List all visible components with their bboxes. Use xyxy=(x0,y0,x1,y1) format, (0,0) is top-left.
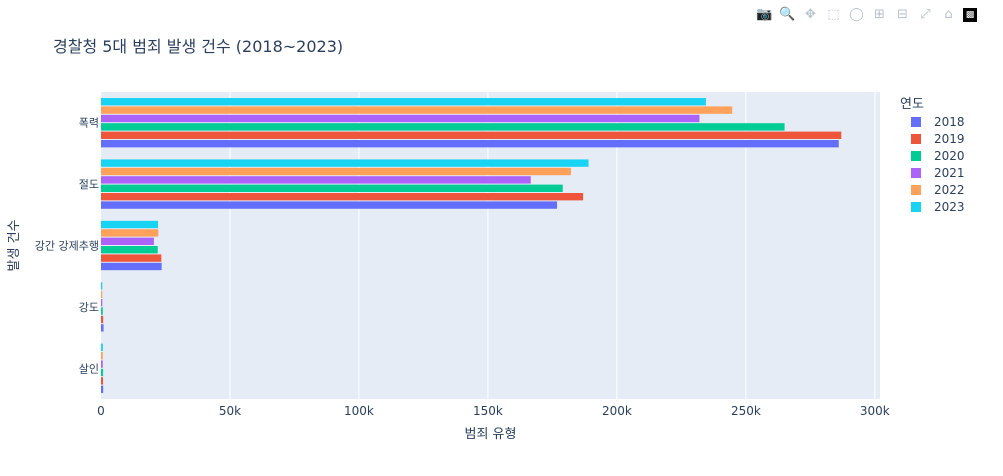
bar-2019[interactable] xyxy=(101,192,584,201)
y-tick-label: 강도 xyxy=(79,301,99,314)
x-tick-label: 50k xyxy=(219,404,241,418)
legend-swatch xyxy=(911,151,921,161)
y-tick-label: 절도 xyxy=(79,178,99,191)
legend-item-2020[interactable]: 2020 xyxy=(911,149,965,163)
legend-item-2022[interactable]: 2022 xyxy=(911,183,965,197)
bar-2021[interactable] xyxy=(101,114,700,123)
y-tick-label: 폭력 xyxy=(79,117,99,130)
y-axis-label: 발생 건수 xyxy=(7,219,22,271)
legend-title: 연도 xyxy=(900,97,924,112)
legend-label: 2019 xyxy=(934,132,965,146)
lasso-icon[interactable]: ◯ xyxy=(849,7,864,22)
legend-item-2019[interactable]: 2019 xyxy=(911,132,965,146)
bar-2020[interactable] xyxy=(101,123,785,131)
x-tick-label: 100k xyxy=(344,404,374,418)
bar-2018[interactable] xyxy=(101,262,162,271)
bar-2020[interactable] xyxy=(101,307,103,315)
legend-swatch xyxy=(911,185,921,195)
legend-item-2021[interactable]: 2021 xyxy=(911,166,965,180)
bar-2022[interactable] xyxy=(101,290,103,299)
bar-2023[interactable] xyxy=(101,343,103,352)
legend: 연도 2018 2019 2020 2021 2022 2023 xyxy=(900,97,965,214)
legend-label: 2023 xyxy=(934,200,965,214)
bar-2022[interactable] xyxy=(101,106,733,114)
y-tick-labels: 살인 강도 강간 강제추행 절도 폭력 xyxy=(35,117,99,376)
x-axis-label: 범죄 유형 xyxy=(465,427,517,442)
legend-item-2018[interactable]: 2018 xyxy=(911,115,965,129)
x-tick-label: 300k xyxy=(860,404,890,418)
legend-item-2023[interactable]: 2023 xyxy=(911,200,965,214)
legend-label: 2022 xyxy=(934,183,965,197)
legend-swatch xyxy=(911,134,921,144)
reset-axes-icon[interactable]: ⌂ xyxy=(944,7,953,22)
pan-icon[interactable]: ✥ xyxy=(805,7,816,22)
zoom-icon[interactable]: 🔍 xyxy=(779,7,796,22)
x-tick-labels: 0 50k 100k 150k 200k 250k 300k xyxy=(97,404,890,418)
bar-2021[interactable] xyxy=(101,299,103,307)
bar-2023[interactable] xyxy=(101,220,159,229)
bar-2023[interactable] xyxy=(101,282,103,290)
x-tick-label: 0 xyxy=(97,404,105,418)
bar-2022[interactable] xyxy=(101,229,159,237)
bar-2020[interactable] xyxy=(101,184,563,192)
y-tick-label: 살인 xyxy=(79,362,99,375)
legend-label: 2020 xyxy=(934,149,965,163)
box-select-icon[interactable]: ⬚ xyxy=(827,7,840,22)
bar-2019[interactable] xyxy=(101,377,104,385)
bar-2018[interactable] xyxy=(101,385,104,393)
chart-title: 경찰청 5대 범죄 발생 건수 (2018~2023) xyxy=(53,37,344,56)
bar-2022[interactable] xyxy=(101,167,571,176)
zoom-in-icon[interactable]: ⊞ xyxy=(874,7,885,22)
bars xyxy=(101,98,842,393)
bar-2021[interactable] xyxy=(101,237,154,245)
bar-2023[interactable] xyxy=(101,98,706,106)
bar-2018[interactable] xyxy=(101,201,558,209)
camera-icon[interactable]: 📷 xyxy=(756,7,773,22)
bar-2020[interactable] xyxy=(101,368,104,377)
legend-label: 2018 xyxy=(934,115,965,129)
bar-2019[interactable] xyxy=(101,315,104,324)
legend-swatch xyxy=(911,168,921,178)
x-tick-label: 200k xyxy=(602,404,632,418)
bar-2021[interactable] xyxy=(101,360,103,368)
x-tick-label: 250k xyxy=(731,404,761,418)
bar-2020[interactable] xyxy=(101,246,158,254)
y-tick-label: 강간 강제추행 xyxy=(35,240,99,253)
legend-swatch xyxy=(911,117,921,127)
zoom-out-icon[interactable]: ⊟ xyxy=(897,7,908,22)
autoscale-icon[interactable]: ⤢ xyxy=(920,7,931,22)
bar-2018[interactable] xyxy=(101,324,104,332)
bar-2019[interactable] xyxy=(101,254,162,262)
bar-2021[interactable] xyxy=(101,176,531,184)
bar-2019[interactable] xyxy=(101,131,842,139)
bar-2023[interactable] xyxy=(101,159,589,167)
x-tick-label: 150k xyxy=(473,404,503,418)
bar-2022[interactable] xyxy=(101,352,103,360)
legend-label: 2021 xyxy=(934,166,965,180)
bar-2018[interactable] xyxy=(101,139,839,148)
plotly-logo-icon[interactable]: ▩ xyxy=(963,7,977,22)
legend-swatch xyxy=(911,202,921,212)
modebar: 📷 🔍 ✥ ⬚ ◯ ⊞ ⊟ ⤢ ⌂ ▩ xyxy=(756,6,977,23)
